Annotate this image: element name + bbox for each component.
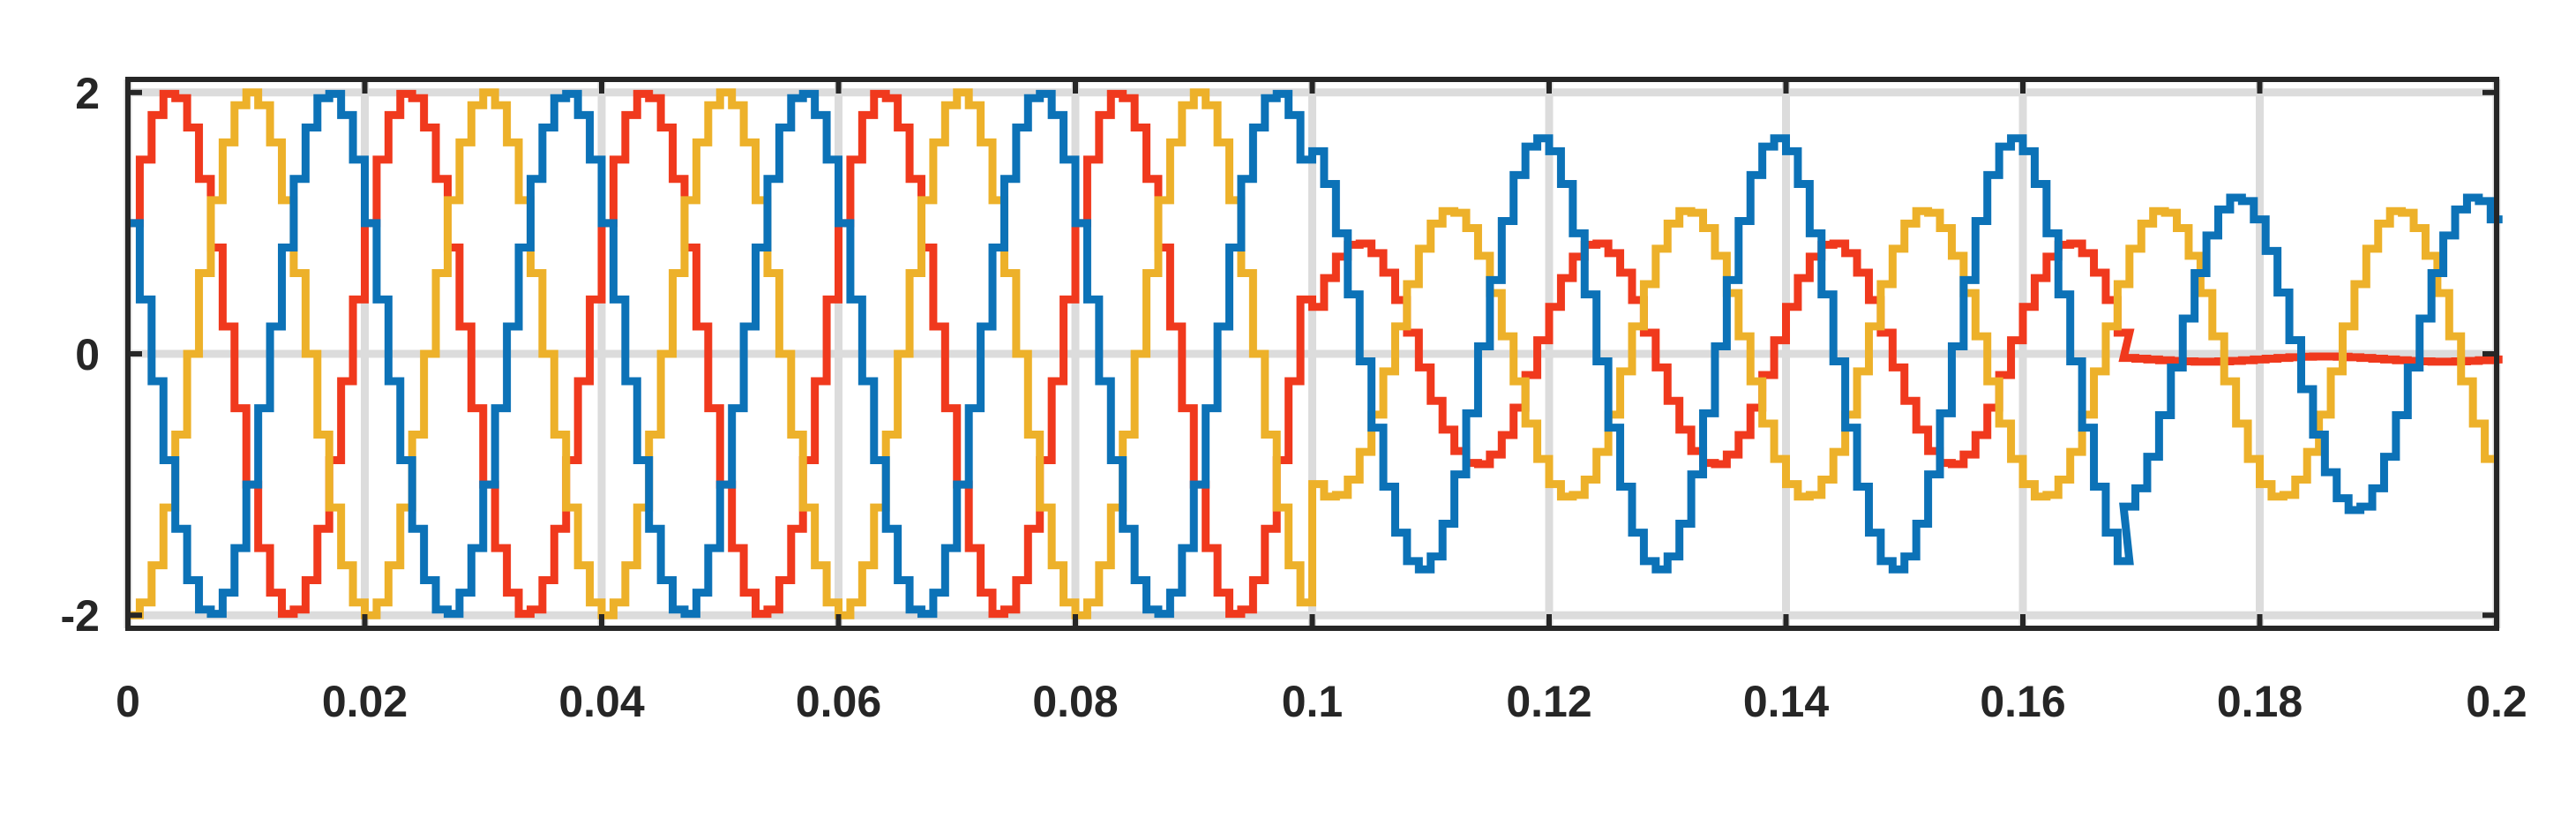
tick-layer [125, 79, 2499, 628]
x-tick-label: 0.02 [322, 677, 408, 726]
series-line-3 [128, 89, 2503, 619]
x-tick-label: 0.04 [558, 677, 645, 726]
x-tick-label: 0 [116, 677, 140, 726]
y-tick-label: 2 [75, 69, 100, 118]
series-layer [128, 88, 2503, 619]
label-layer: 0 0.02 0.04 0.06 0.08 0.1 0.12 0.14 0.16 0.18 0.2 -… [61, 69, 2527, 726]
y-tick-label: -2 [61, 591, 100, 641]
x-tick-label: 0.08 [1032, 677, 1118, 726]
x-tick-label: 0.2 [2466, 677, 2527, 726]
x-tick-label: 0.1 [1282, 677, 1344, 726]
x-tick-label: 0.12 [1506, 677, 1591, 726]
x-tick-label: 0.06 [796, 677, 881, 726]
x-tick-label: 0.14 [1743, 677, 1830, 726]
x-tick-label: 0.16 [1980, 677, 2065, 726]
x-tick-label: 0.18 [2217, 677, 2303, 726]
y-tick-label: 0 [75, 330, 100, 379]
series-line-1 [128, 89, 2503, 619]
series-line-2 [128, 88, 2497, 619]
